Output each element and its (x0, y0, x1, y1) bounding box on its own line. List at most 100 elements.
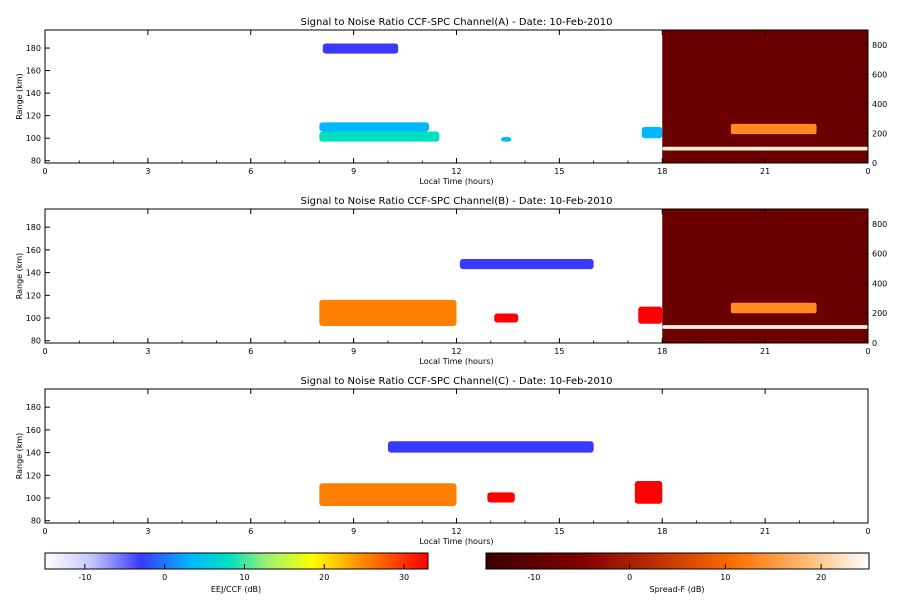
x-tick-label: 21 (760, 527, 770, 536)
x-tick-label: 0 (865, 167, 870, 176)
y-axis-label: Range (km) (15, 73, 24, 120)
right-y-tick-label: 0 (872, 339, 877, 348)
x-tick-label: 9 (351, 167, 356, 176)
y-tick-label: 160 (26, 246, 41, 255)
spreadf-echo (730, 123, 817, 135)
panel-0: Signal to Noise Ratio CCF-SPC Channel(A)… (15, 17, 887, 186)
x-tick-label: 15 (554, 527, 564, 536)
colorbar-eej: -10 0 10 20 30 EEJ/CCF (dB) (44, 552, 429, 594)
x-tick-label: 9 (351, 527, 356, 536)
y-tick-label: 80 (31, 157, 41, 166)
y-tick-label: 80 (31, 337, 41, 346)
y-tick-label: 80 (31, 517, 41, 526)
colorbar-eej-label: EEJ/CCF (dB) (211, 585, 261, 594)
y-tick-label: 140 (26, 89, 41, 98)
colorbar-tick-label: 30 (399, 573, 409, 582)
x-tick-label: 12 (451, 347, 461, 356)
x-tick-label: 12 (451, 167, 461, 176)
x-axis-label: Local Time (hours) (419, 177, 493, 186)
y-tick-label: 160 (26, 426, 41, 435)
y-tick-label: 100 (26, 494, 41, 503)
snr-echo (494, 313, 519, 323)
snr-echo (501, 137, 512, 142)
x-axis-label: Local Time (hours) (419, 357, 493, 366)
x-axis-label: Local Time (hours) (419, 537, 493, 546)
snr-echo (634, 480, 663, 504)
y-tick-label: 180 (26, 403, 41, 412)
y-tick-label: 100 (26, 314, 41, 323)
colorbar-tick-label: 20 (319, 573, 329, 582)
right-y-tick-label: 200 (872, 309, 887, 318)
y-axis-label: Range (km) (15, 433, 24, 480)
y-tick-label: 120 (26, 112, 41, 121)
x-tick-label: 0 (865, 347, 870, 356)
spreadf-overlay (662, 30, 868, 163)
colorbar-spreadf-label: Spread-F (dB) (649, 585, 704, 594)
colorbar-spreadf-bar (485, 552, 870, 570)
right-y-tick-label: 800 (872, 41, 887, 50)
x-tick-label: 15 (554, 167, 564, 176)
y-tick-label: 160 (26, 67, 41, 76)
snr-echo (319, 131, 440, 142)
snr-echo (487, 492, 515, 503)
y-tick-label: 100 (26, 134, 41, 143)
colorbar-tick-label: 20 (816, 573, 826, 582)
colorbar-tick-label: 10 (239, 573, 249, 582)
spreadf-echo (662, 325, 868, 329)
x-tick-label: 21 (760, 167, 770, 176)
x-tick-label: 0 (42, 167, 47, 176)
x-tick-label: 0 (42, 527, 47, 536)
right-y-tick-label: 600 (872, 70, 887, 79)
x-tick-label: 21 (760, 347, 770, 356)
x-tick-label: 15 (554, 347, 564, 356)
y-tick-label: 140 (26, 269, 41, 278)
x-tick-label: 18 (657, 527, 667, 536)
spreadf-overlay (662, 209, 868, 343)
spreadf-echo (662, 146, 868, 151)
panel-title: Signal to Noise Ratio CCF-SPC Channel(C)… (300, 376, 612, 387)
x-tick-label: 3 (145, 167, 150, 176)
x-tick-label: 18 (657, 347, 667, 356)
x-tick-label: 0 (42, 347, 47, 356)
right-y-tick-label: 600 (872, 250, 887, 259)
x-tick-label: 6 (248, 527, 253, 536)
snr-echo (319, 483, 457, 506)
x-tick-label: 9 (351, 347, 356, 356)
y-tick-label: 140 (26, 449, 41, 458)
snr-echo (459, 258, 594, 270)
x-tick-label: 3 (145, 347, 150, 356)
colorbar-tick-label: 10 (720, 573, 730, 582)
panel-1: Signal to Noise Ratio CCF-SPC Channel(B)… (15, 196, 887, 366)
right-y-tick-label: 800 (872, 220, 887, 229)
y-tick-label: 120 (26, 471, 41, 480)
panel-2: Signal to Noise Ratio CCF-SPC Channel(C)… (15, 376, 871, 546)
right-y-tick-label: 200 (872, 129, 887, 138)
colorbar-tick-label: -10 (527, 573, 540, 582)
right-y-tick-label: 400 (872, 100, 887, 109)
snr-echo (322, 43, 399, 54)
x-tick-label: 18 (657, 167, 667, 176)
x-tick-label: 12 (451, 527, 461, 536)
x-tick-label: 6 (248, 167, 253, 176)
y-tick-label: 120 (26, 291, 41, 300)
panel-title: Signal to Noise Ratio CCF-SPC Channel(A)… (301, 17, 613, 28)
x-tick-label: 6 (248, 347, 253, 356)
colorbar-spreadf: -10 0 10 20 Spread-F (dB) (485, 552, 870, 594)
snr-echo (387, 441, 594, 453)
colorbar-tick-label: 0 (627, 573, 632, 582)
x-tick-label: 3 (145, 527, 150, 536)
colorbar-tick-label: -10 (78, 573, 91, 582)
snr-echo (319, 122, 430, 132)
x-tick-label: 0 (865, 527, 870, 536)
snr-echo (641, 126, 663, 139)
y-tick-label: 180 (26, 223, 41, 232)
y-tick-label: 180 (26, 44, 41, 53)
colorbar-tick-label: 0 (162, 573, 167, 582)
colorbar-eej-bar (44, 552, 429, 570)
right-y-tick-label: 0 (872, 159, 877, 168)
snr-echo (319, 299, 457, 326)
spreadf-echo (730, 302, 817, 314)
right-y-tick-label: 400 (872, 279, 887, 288)
snr-echo (638, 306, 663, 324)
